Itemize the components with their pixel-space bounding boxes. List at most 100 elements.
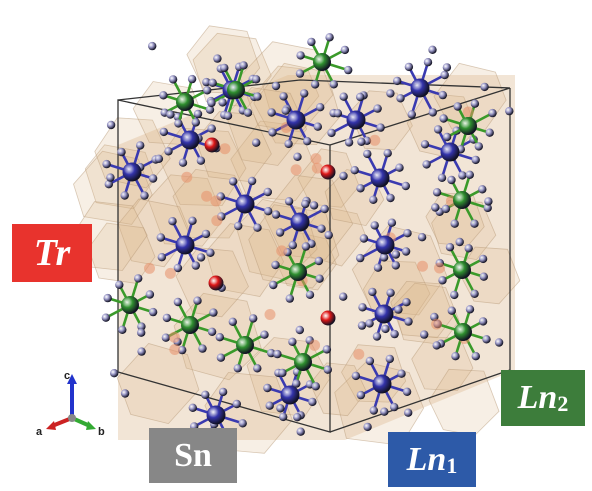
ln2-atom xyxy=(176,93,194,111)
sn-atom xyxy=(260,330,269,339)
ln1-atom xyxy=(370,168,390,188)
ln1-atom xyxy=(235,194,255,214)
sn-atom xyxy=(203,86,212,95)
sn-atom xyxy=(191,118,200,127)
ln1-atom xyxy=(440,142,460,162)
sn-atom xyxy=(207,98,216,108)
oxygen-atom-back xyxy=(219,143,231,155)
sn-atom xyxy=(465,170,474,179)
sn-atom xyxy=(372,332,382,341)
sn-atom xyxy=(363,422,372,432)
sn-atom xyxy=(115,280,124,289)
sn-atom xyxy=(458,171,467,180)
sn-atom xyxy=(216,353,226,362)
sn-atom xyxy=(329,80,338,89)
sn-atom xyxy=(263,383,272,393)
sn-atom xyxy=(317,224,326,233)
sn-atom xyxy=(447,306,456,315)
sn-atom xyxy=(478,185,487,194)
sn-atom xyxy=(309,201,319,210)
sn-atom xyxy=(159,127,168,137)
sn-atom xyxy=(397,369,406,378)
sn-atom xyxy=(420,330,429,339)
sn-atom xyxy=(106,173,115,182)
oxygen-atom-back xyxy=(169,344,181,355)
sn-atom xyxy=(174,119,183,128)
sn-atom xyxy=(205,105,215,114)
sn-atom xyxy=(188,403,197,412)
sn-atom xyxy=(404,62,414,72)
ln2-label-sub: 2 xyxy=(557,391,569,416)
ln1-atom xyxy=(372,374,392,394)
sn-atom xyxy=(505,106,514,116)
sn-atom xyxy=(488,108,497,118)
sn-atom xyxy=(403,229,412,238)
sn-atom xyxy=(278,368,287,378)
sn-atom xyxy=(325,33,334,42)
sn-atom xyxy=(233,364,242,373)
axis-triad: c a b xyxy=(36,370,105,438)
sn-atom xyxy=(386,89,395,98)
sn-atom xyxy=(239,61,248,70)
sn-atom xyxy=(470,99,480,108)
tr-label-text: Tr xyxy=(33,232,71,274)
ln1-label-base: Ln xyxy=(406,440,447,478)
sn-atom xyxy=(295,325,304,335)
sn-atom xyxy=(120,389,130,398)
sn-atom xyxy=(423,58,433,67)
sn-atom xyxy=(252,138,261,147)
sn-atom xyxy=(218,98,227,107)
sn-atom xyxy=(438,90,447,100)
sn-atom xyxy=(285,294,294,303)
sn-atom xyxy=(308,397,317,407)
sn-atom xyxy=(220,63,229,73)
sn-atom xyxy=(478,254,488,264)
sn-atom xyxy=(356,253,365,263)
oxygen-atom-back xyxy=(353,348,365,360)
sn-atom xyxy=(432,341,441,350)
sn-atom xyxy=(351,371,361,381)
sn-atom xyxy=(110,369,119,378)
sn-atom xyxy=(159,91,168,100)
sn-atom xyxy=(373,263,383,272)
sn-atom xyxy=(118,325,127,334)
sn-atom xyxy=(494,338,504,347)
sn-atom xyxy=(168,75,178,84)
sn-atom xyxy=(188,216,197,225)
sn-atom xyxy=(137,328,146,337)
oxygen-atom-back xyxy=(168,331,180,343)
sn-atom xyxy=(333,109,343,118)
sn-atom xyxy=(234,221,243,231)
sn-atom xyxy=(344,65,353,75)
sn-atom xyxy=(340,45,350,55)
sn-atom xyxy=(168,217,177,226)
c-axis-head xyxy=(67,374,77,384)
sn-atom xyxy=(148,307,158,317)
sn-atom xyxy=(376,123,385,132)
ln1-atom xyxy=(346,110,366,130)
sn-atom xyxy=(218,387,228,397)
sn-atom xyxy=(161,333,171,342)
sn-atom xyxy=(480,82,489,92)
sn-atom xyxy=(196,253,206,262)
sn-atom xyxy=(164,147,173,156)
polyhedron xyxy=(192,32,272,108)
sn-atom xyxy=(288,337,297,346)
ln2-atom xyxy=(227,81,245,99)
sn-atom xyxy=(339,171,348,181)
ln2-atom xyxy=(453,191,471,209)
sn-atom xyxy=(450,219,459,228)
sn-atom xyxy=(344,138,354,147)
sn-atom xyxy=(253,223,262,232)
sn-atom xyxy=(269,280,278,290)
sn-atom xyxy=(324,230,333,240)
sn-atom xyxy=(196,156,206,165)
sn-atom xyxy=(422,160,431,169)
sn-atom xyxy=(470,219,479,228)
unit-cell-edge xyxy=(329,369,511,433)
sn-atom xyxy=(395,163,404,172)
sn-atom xyxy=(201,390,210,399)
sn-atom xyxy=(157,253,166,262)
sn-atom xyxy=(273,349,282,359)
sn-atom xyxy=(323,365,332,374)
